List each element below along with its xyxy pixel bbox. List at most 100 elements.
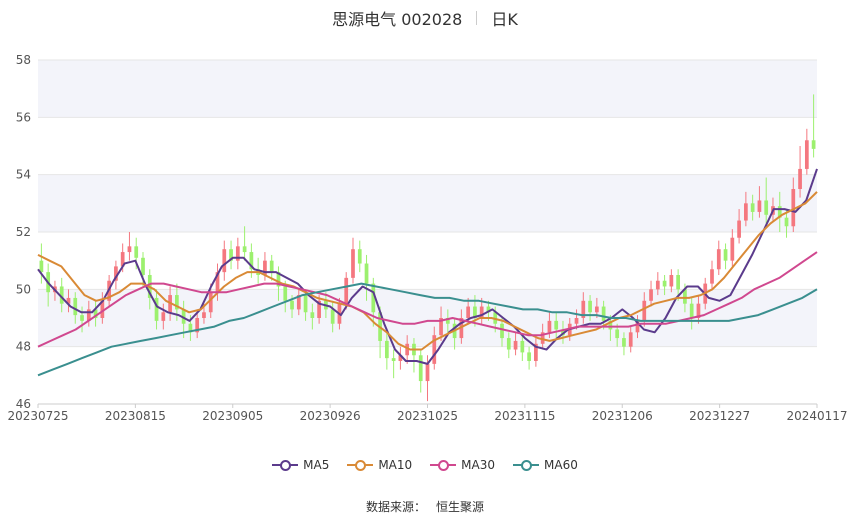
period-label: 日K [491,10,518,29]
candle-body [534,343,538,361]
legend-swatch-ma5 [272,458,299,472]
candle-body [676,275,680,290]
x-tick-label: 20231025 [397,409,458,423]
candle-body [208,292,213,313]
candle-body [141,257,145,275]
x-tick-label: 20231227 [689,409,750,423]
candle-body [716,249,721,270]
candle-body [127,246,132,253]
candle-body [669,275,674,287]
candle-body [86,309,91,321]
x-tick-label: 20230905 [202,409,263,423]
y-tick-label: 46 [16,397,31,411]
grid-band [38,60,817,118]
legend-item-ma5[interactable]: MA5 [272,458,329,472]
source-label: 数据来源： [365,500,426,514]
y-tick-label: 52 [16,225,31,239]
candle-body [506,338,511,350]
candle-body [276,272,281,287]
candle-body [608,320,613,330]
candle-body [384,340,389,359]
legend-swatch-ma10 [347,458,374,472]
candle-body [310,312,315,318]
legend-item-ma30[interactable]: MA30 [430,458,495,472]
y-tick-label: 58 [16,53,31,67]
candle-body [439,318,443,336]
candle-body [642,300,647,321]
legend-swatch-ma60 [513,458,540,472]
candle-body [195,318,200,333]
candle-body [188,323,193,333]
candle-body [601,306,606,321]
ma-line-ma30 [37,251,818,348]
candle-body [628,332,633,347]
y-tick-label: 48 [16,340,31,354]
candle-body [391,358,396,361]
candle-body [804,140,809,169]
candle-body [330,309,335,324]
legend-item-ma60[interactable]: MA60 [513,458,578,472]
candle-body [222,249,227,273]
candle-body [547,320,552,333]
candle-body [784,217,789,227]
candle-body [425,363,430,382]
candle-body [235,246,240,261]
candle-body [154,297,159,321]
candle-body [486,306,491,313]
candle-body [574,318,579,324]
candle-body [73,297,78,316]
candle-body [466,306,471,318]
candle-body [730,237,735,261]
legend-label-ma5: MA5 [303,458,330,472]
candle-body [554,320,559,330]
candle-body [655,280,660,290]
x-tick-label: 20231206 [592,409,653,423]
candle-body [723,249,728,261]
grid-band [38,174,817,232]
candle-body [303,295,308,313]
candle-body [357,249,362,264]
x-tick-label: 20231115 [494,409,555,423]
candle-body [764,200,769,215]
candle-body [290,300,294,310]
candle-body [344,277,349,304]
candle-body [202,312,206,318]
legend-swatch-ma30 [430,458,457,472]
candle-body [405,343,410,356]
y-tick-label: 56 [16,110,31,124]
candle-body [615,329,620,339]
candle-body [744,203,748,221]
ma-line-ma60 [37,282,818,377]
candle-body [120,252,125,267]
candle-body [364,263,369,284]
candle-body [683,289,687,304]
x-tick-label: 20230725 [7,409,68,423]
ma-line-ma5 [37,168,818,365]
x-tick-label: 20230815 [105,409,166,423]
candle-body [229,249,233,261]
candle-body [513,340,518,350]
candle-body [561,329,565,336]
candle-body [93,309,98,318]
candle-body [100,300,105,318]
ma-line-ma10 [37,191,818,351]
candle-body [418,355,423,382]
candle-body [710,269,714,284]
candle-body [175,295,179,310]
y-tick-label: 50 [16,282,31,296]
chart-header: 思源电气 002028 日K [0,6,850,30]
candle-body [39,260,44,273]
candle-body [649,289,653,301]
candle-body [296,295,301,310]
candle-body [114,266,118,281]
candle-body [351,249,355,278]
candle-body [59,286,64,304]
legend-item-ma10[interactable]: MA10 [347,458,412,472]
candle-body [757,200,762,212]
candle-body [777,206,782,218]
candle-body [269,260,274,273]
chart-legend[interactable]: MA5 MA10 MA30 MA60 [0,458,850,472]
candle-body [371,283,376,313]
candle-body [750,203,755,212]
